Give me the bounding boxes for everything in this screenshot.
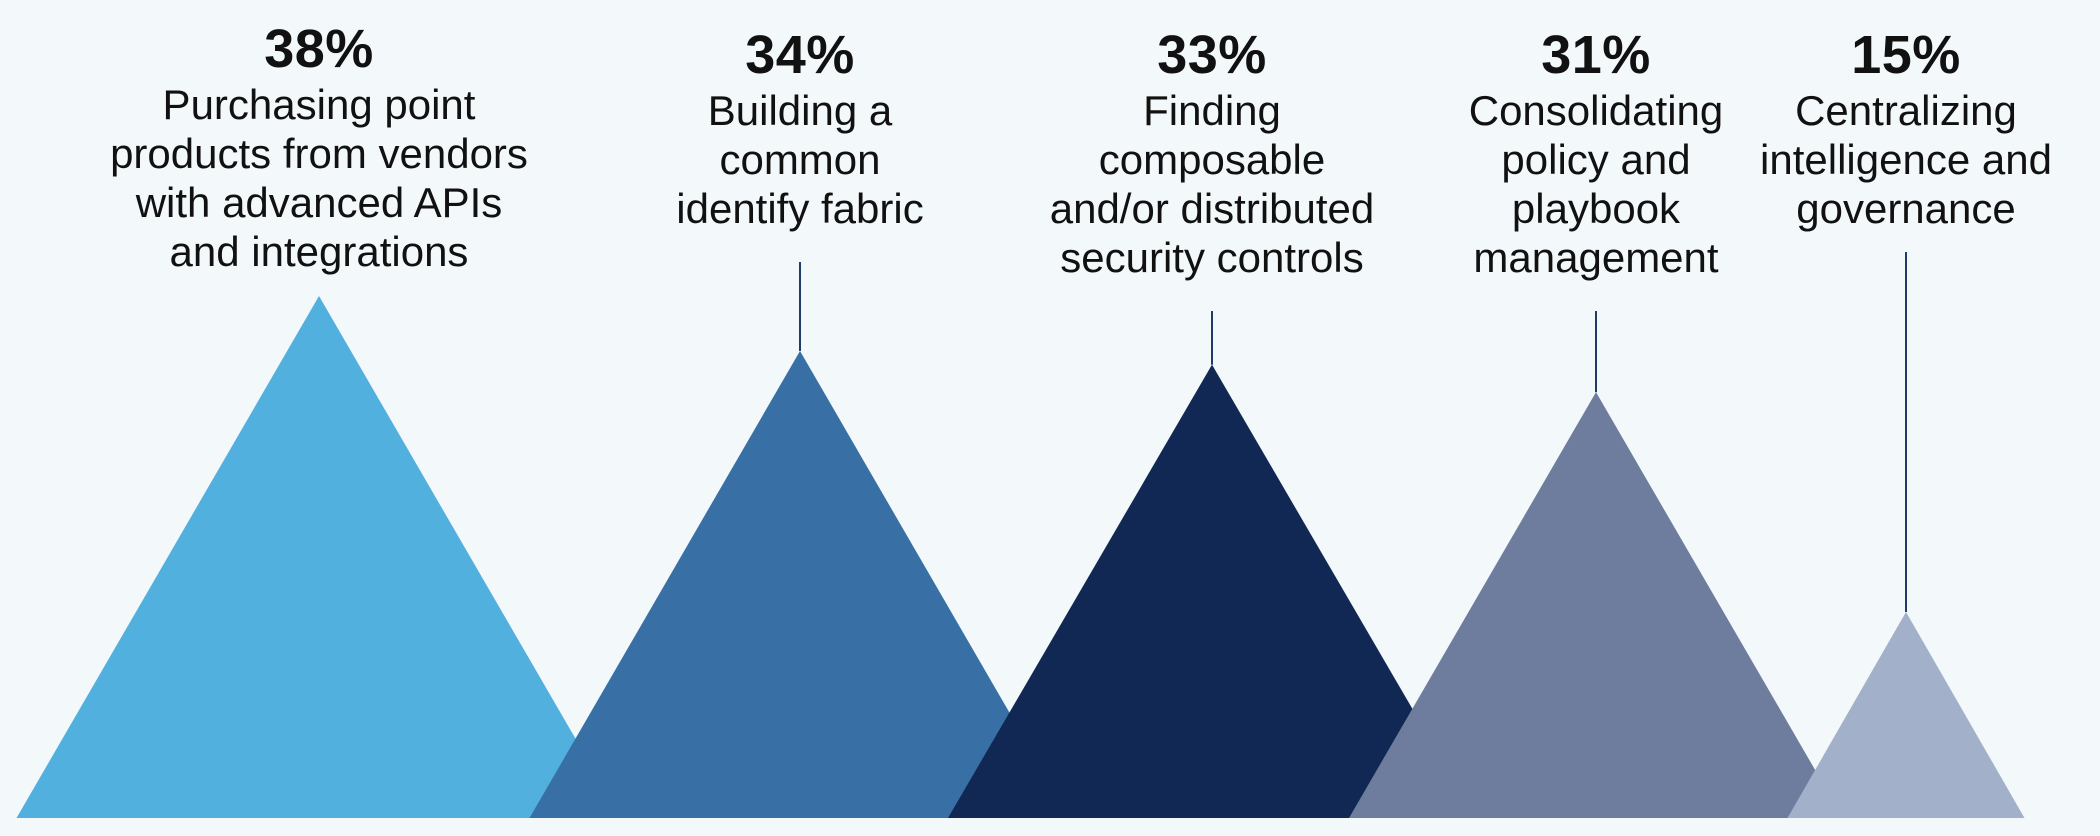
triangle-mark-3: [948, 364, 1476, 818]
category-label-2-line-3: identify fabric: [676, 185, 924, 232]
category-label-block-4: 31% Consolidating policy and playbook ma…: [1469, 24, 1724, 282]
category-label-3-line-4: security controls: [1060, 234, 1364, 281]
category-label-block-3: 33% Finding composable and/or distribute…: [1050, 24, 1375, 282]
connector-lines: [799, 252, 1907, 612]
category-label-4-line-1: Consolidating: [1468, 87, 1724, 134]
value-label-3: 33%: [1157, 25, 1267, 85]
value-label-4: 31%: [1541, 25, 1651, 85]
category-label-3-line-1: Finding: [1143, 87, 1281, 134]
triangle-mark-2: [529, 350, 1071, 818]
category-label-4-line-2: policy and: [1501, 136, 1691, 183]
category-label-1-line-3: with advanced APIs: [135, 179, 503, 226]
category-label-1-line-2: products from vendors: [110, 130, 528, 177]
category-label-3-line-3: and/or distributed: [1049, 185, 1375, 232]
category-label-5-line-3: governance: [1796, 185, 2016, 232]
category-label-4-line-3: playbook: [1511, 185, 1681, 232]
value-label-5: 15%: [1851, 25, 1961, 85]
value-label-1: 38%: [264, 19, 374, 79]
value-label-2: 34%: [745, 25, 855, 85]
category-label-block-2: 34% Building a common identify fabric: [676, 24, 923, 233]
triangle-mark-5: [1787, 611, 2025, 818]
triangle-mark-1: [16, 296, 622, 818]
category-label-block-5: 15% Centralizing intelligence and govern…: [1760, 24, 2052, 233]
category-label-4-line-4: management: [1473, 234, 1719, 281]
triangle-mark-4: [1349, 392, 1843, 818]
category-label-3-line-2: composable: [1098, 136, 1326, 183]
triangle-marks: [16, 296, 2025, 818]
category-label-1-line-1: Purchasing point: [162, 81, 476, 128]
category-label-block-1: 38% Purchasing point products from vendo…: [110, 18, 528, 276]
category-label-2-line-1: Building a: [707, 87, 893, 134]
category-label-2-line-2: common: [719, 136, 881, 183]
category-label-5-line-2: intelligence and: [1760, 136, 2052, 183]
category-label-5-line-1: Centralizing: [1795, 87, 2017, 134]
category-label-1-line-4: and integrations: [169, 228, 469, 275]
